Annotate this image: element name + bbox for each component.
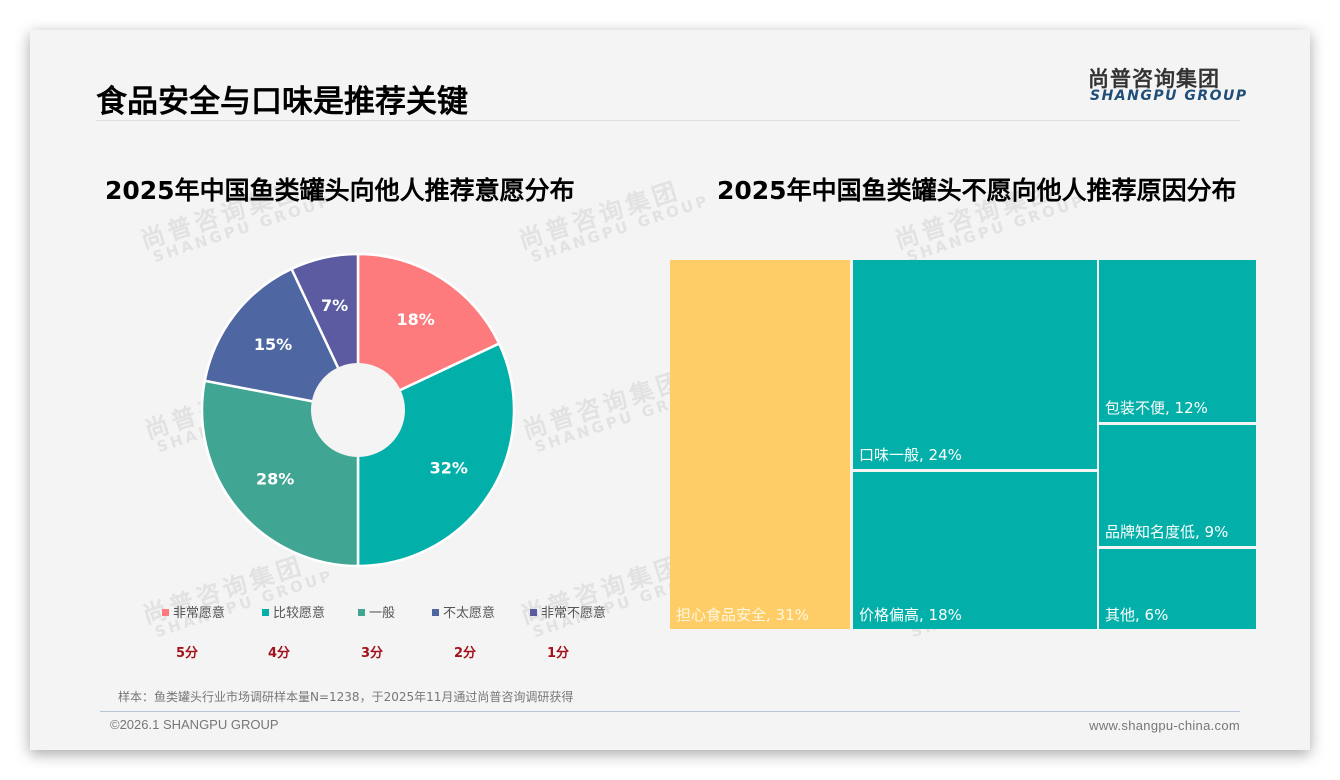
page-title: 食品安全与口味是推荐关键 bbox=[96, 84, 468, 120]
logo-chinese: 尚普咨询集团 bbox=[1088, 67, 1220, 91]
score-label: 4分 bbox=[268, 646, 291, 661]
treemap-tile: 口味一般, 24% bbox=[853, 260, 1097, 469]
tile-label: 品牌知名度低, 9% bbox=[1105, 523, 1229, 541]
legend-swatch bbox=[358, 609, 365, 616]
segment-value-label: 28% bbox=[256, 470, 294, 489]
slide: 食品安全与口味是推荐关键 尚普咨询集团 SHANGPU GROUP 尚普咨询集团… bbox=[30, 30, 1310, 750]
donut-segment bbox=[203, 267, 361, 412]
treemap-tile: 品牌知名度低, 9% bbox=[1099, 425, 1256, 546]
donut-segment bbox=[356, 252, 501, 412]
legend-swatch bbox=[162, 609, 169, 616]
segment-value-label: 15% bbox=[254, 335, 292, 354]
donut-chart: 18% 32% 28% 15% 7% bbox=[200, 252, 516, 568]
footer-divider bbox=[100, 711, 1240, 712]
legend-item: 比较愿意 bbox=[262, 602, 325, 621]
legend-item: 非常不愿意 bbox=[530, 602, 606, 621]
tile-label: 价格偏高, 18% bbox=[859, 606, 962, 624]
tile-label: 包装不便, 12% bbox=[1105, 399, 1208, 417]
tile-label: 其他, 6% bbox=[1105, 606, 1169, 624]
treemap-tile: 担心食品安全, 31% bbox=[670, 260, 850, 629]
tile-label: 口味一般, 24% bbox=[859, 446, 962, 464]
treemap-tile: 价格偏高, 18% bbox=[853, 472, 1097, 629]
legend-item: 一般 bbox=[358, 602, 395, 621]
score-label: 1分 bbox=[547, 646, 570, 661]
legend-swatch bbox=[530, 609, 537, 616]
segment-value-label: 32% bbox=[430, 459, 468, 478]
legend-swatch bbox=[432, 609, 439, 616]
score-label: 2分 bbox=[454, 646, 477, 661]
tile-label: 担心食品安全, 31% bbox=[676, 606, 809, 624]
donut-hole bbox=[311, 363, 405, 457]
website-link[interactable]: www.shangpu-china.com bbox=[1089, 718, 1240, 733]
legend-item: 不太愿意 bbox=[432, 602, 495, 621]
legend-item: 非常愿意 bbox=[162, 602, 225, 621]
logo-english: SHANGPU GROUP bbox=[1090, 88, 1248, 104]
score-label: 3分 bbox=[361, 646, 384, 661]
score-label: 5分 bbox=[176, 646, 199, 661]
pie-legend: 非常愿意 比较愿意 一般 不太愿意 非常不愿意 bbox=[162, 602, 622, 622]
segment-value-label: 18% bbox=[396, 310, 434, 329]
treemap-chart: 担心食品安全, 31% 口味一般, 24% 价格偏高, 18% 包装不便, 12… bbox=[670, 260, 1256, 629]
sample-note: 样本：鱼类罐头行业市场调研样本量N=1238，于2025年11月通过尚普咨询调研… bbox=[118, 690, 574, 704]
treemap-tile: 包装不便, 12% bbox=[1099, 260, 1256, 422]
copyright: ©2026.1 SHANGPU GROUP bbox=[110, 717, 279, 732]
left-chart-title: 2025年中国鱼类罐头向他人推荐意愿分布 bbox=[105, 176, 575, 205]
treemap-tile: 其他, 6% bbox=[1099, 549, 1256, 629]
legend-swatch bbox=[262, 609, 269, 616]
title-divider bbox=[96, 120, 1240, 121]
donut-chart-svg: 18% 32% 28% 15% 7% bbox=[200, 252, 516, 568]
segment-value-label: 7% bbox=[321, 296, 348, 315]
right-chart-title: 2025年中国鱼类罐头不愿向他人推荐原因分布 bbox=[717, 176, 1237, 205]
